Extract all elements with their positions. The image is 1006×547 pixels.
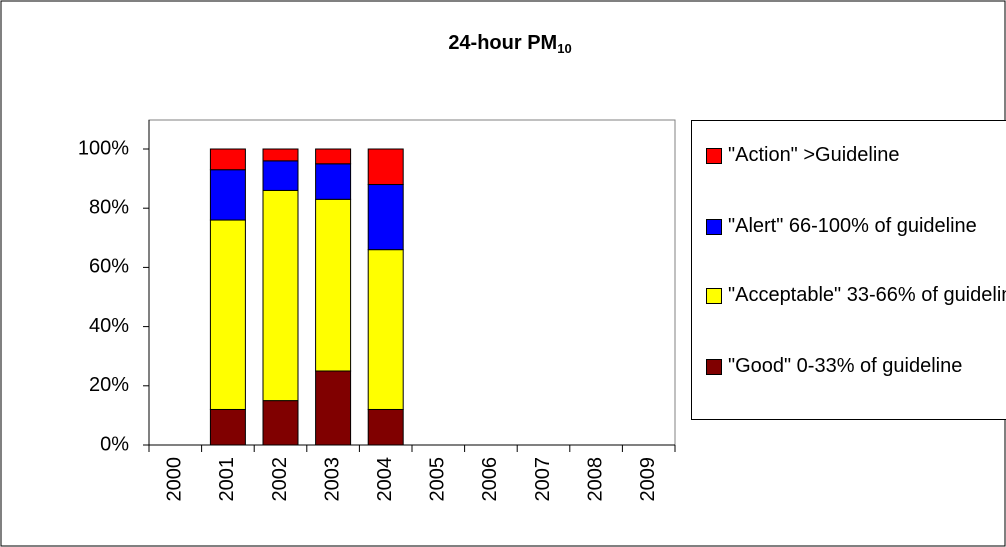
x-tick-label: 2003 [321, 457, 343, 502]
legend-item: "Acceptable" 33-66% of guideline [702, 283, 1006, 307]
bar-segment [315, 370, 352, 446]
bar-segment [315, 198, 352, 372]
x-tick-label: 2004 [374, 457, 396, 502]
bar-segment [367, 249, 404, 410]
x-tick-label: 2007 [532, 457, 554, 502]
y-tick-label: 80% [89, 196, 129, 218]
legend-label: "Good" 0-33% of guideline [728, 355, 963, 377]
bar-segment [315, 163, 352, 200]
legend-item: "Alert" 66-100% of guideline [702, 214, 1006, 238]
x-tick-label: 2002 [269, 457, 291, 502]
bar-segment [262, 189, 299, 402]
legend-label: "Alert" 66-100% of guideline [728, 215, 977, 237]
x-tick-label: 2006 [479, 457, 501, 502]
y-tick-label: 60% [89, 256, 129, 278]
legend-item: "Action" >Guideline [702, 143, 1006, 167]
chart-title: 24-hour PM10 [448, 32, 571, 56]
bar-segment [262, 148, 299, 162]
legend-swatch [706, 359, 722, 375]
bar-segment [367, 408, 404, 446]
y-tick-label: 20% [89, 374, 129, 396]
legend-swatch [706, 219, 722, 235]
bar-segment [262, 400, 299, 446]
x-tick-label: 2005 [427, 457, 449, 502]
bar-segment [209, 148, 246, 171]
legend: "Action" >Guideline "Alert" 66-100% of gu… [691, 120, 1006, 420]
legend-swatch [706, 148, 722, 164]
legend-label: "Action" >Guideline [728, 144, 900, 166]
bar-segment [315, 148, 352, 165]
title-subscript: 10 [557, 41, 571, 56]
bar-segment [367, 184, 404, 251]
bar-segment [367, 148, 404, 186]
y-tick-label: 0% [100, 433, 129, 455]
y-tick-label: 40% [89, 315, 129, 337]
y-tick-label: 100% [78, 137, 129, 159]
bar-segment [209, 408, 246, 446]
legend-item: "Good" 0-33% of guideline [702, 354, 1006, 378]
bar-segment [209, 219, 246, 410]
x-tick-label: 2008 [584, 457, 606, 502]
x-tick-label: 2001 [216, 457, 238, 502]
bar-segment [209, 169, 246, 221]
legend-label: "Acceptable" 33-66% of guideline [728, 284, 1006, 306]
x-tick-label: 2000 [164, 457, 186, 502]
legend-swatch [706, 288, 722, 304]
bar-segment [262, 160, 299, 191]
title-main: 24-hour PM [448, 32, 557, 54]
x-tick-label: 2009 [637, 457, 659, 502]
